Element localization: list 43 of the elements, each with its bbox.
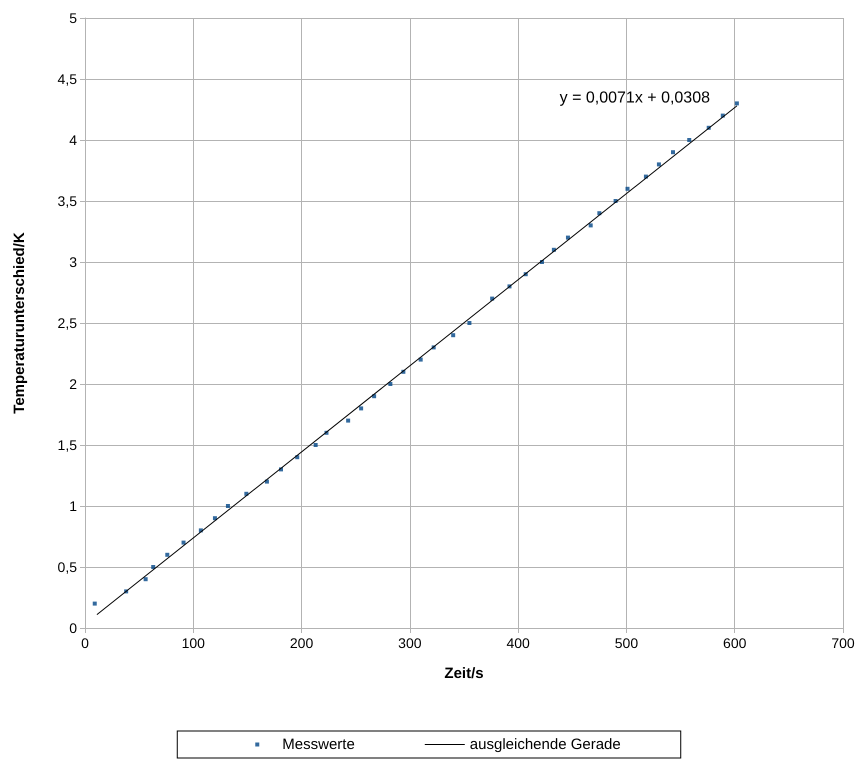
y-axis-title: Temperaturunterschied/K [11, 232, 28, 414]
point [734, 101, 739, 106]
y-tick-label: 4,5 [58, 71, 78, 87]
point [151, 565, 156, 569]
point [182, 540, 186, 545]
point [670, 150, 675, 154]
point [656, 162, 661, 166]
x-tick-label: 0 [81, 635, 90, 651]
point [359, 406, 364, 410]
y-tick-label: 5 [69, 10, 78, 26]
point [588, 223, 593, 228]
point [687, 138, 692, 142]
x-tick-label: 300 [398, 635, 422, 651]
x-tick-label: 700 [831, 635, 855, 651]
y-tick-label: 1,5 [58, 437, 78, 453]
point [626, 186, 630, 191]
point [451, 333, 456, 338]
point [165, 552, 170, 557]
point [212, 516, 217, 520]
x-tick-label: 500 [614, 635, 638, 651]
y-tick-label: 4 [69, 132, 78, 148]
y-tick-label: 2,5 [58, 315, 78, 331]
x-tick-label: 200 [290, 635, 314, 651]
x-tick-label: 600 [723, 635, 747, 651]
x-axis-title: Zeit/s [444, 665, 484, 682]
y-tick-label: 3 [69, 254, 78, 270]
y-tick-label: 1 [69, 498, 78, 514]
y-tick-label: 3,5 [58, 193, 78, 209]
y-tick-label: 0 [69, 620, 78, 636]
point [226, 504, 230, 508]
point [92, 602, 97, 606]
x-tick-label: 100 [182, 635, 206, 651]
point [346, 418, 350, 423]
point [144, 577, 148, 582]
point [467, 321, 472, 325]
y-tick-label: 2 [69, 376, 78, 392]
annotation: y = 0,0071x + 0,0308 [560, 90, 710, 106]
y-tick-label: 0,5 [58, 559, 78, 575]
legend-label: ausgleichende Gerade [470, 736, 621, 753]
legend-label: Messwerte [282, 736, 355, 753]
x-tick-label: 400 [506, 635, 530, 651]
point [314, 443, 318, 447]
point [388, 382, 392, 386]
